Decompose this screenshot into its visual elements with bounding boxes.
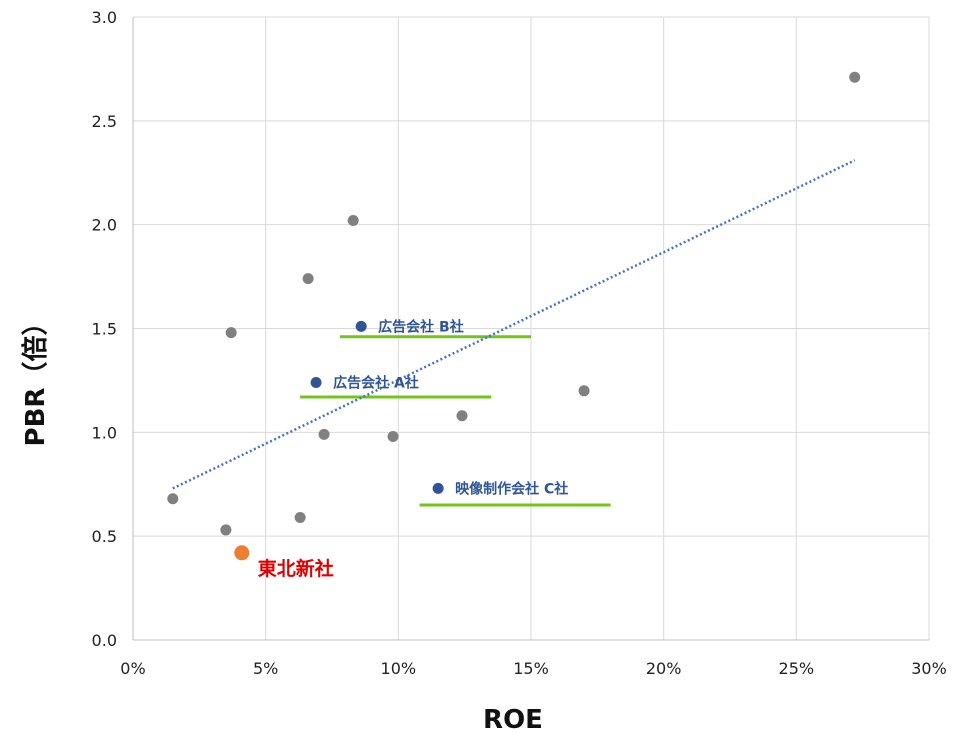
y-tick-label: 1.0 — [92, 423, 117, 442]
x-tick-label: 25% — [779, 659, 815, 678]
x-tick-label: 0% — [120, 659, 145, 678]
y-tick-label: 0.5 — [92, 527, 117, 546]
x-tick-label: 10% — [381, 659, 417, 678]
y-tick-label: 2.0 — [92, 216, 117, 235]
labeled-point — [310, 376, 322, 388]
scatter-point — [225, 327, 237, 339]
point-label: 広告会社 A社 — [333, 374, 419, 391]
y-tick-label: 0.0 — [92, 631, 117, 650]
scatter-point — [167, 493, 179, 505]
y-axis-title: PBR（倍） — [20, 310, 51, 447]
point-label: 映像制作会社 C社 — [455, 480, 568, 497]
scatter-point — [347, 215, 359, 227]
x-tick-label: 15% — [513, 659, 549, 678]
scatter-point — [849, 71, 861, 83]
y-tick-label: 3.0 — [92, 8, 117, 27]
x-axis-title: ROE — [483, 705, 543, 732]
x-tick-label: 5% — [253, 659, 278, 678]
x-tick-label: 20% — [646, 659, 682, 678]
range-bars — [300, 335, 611, 507]
gridlines — [133, 16, 930, 640]
x-tick-label: 30% — [911, 659, 947, 678]
labeled-point — [432, 482, 444, 494]
highlight-point — [234, 545, 250, 561]
scatter-point — [294, 511, 306, 523]
trendline-layer — [172, 159, 856, 490]
y-tick-label: 2.5 — [92, 112, 117, 131]
highlight-label: 東北新社 — [258, 557, 334, 580]
point-label: 広告会社 B社 — [378, 318, 464, 335]
scatter-point — [318, 428, 330, 440]
scatter-point — [302, 273, 314, 285]
scatter-point — [387, 430, 399, 442]
scatter-point — [456, 410, 468, 422]
scatter-point — [578, 385, 590, 397]
data-points — [167, 71, 861, 561]
trendline — [172, 159, 856, 490]
tick-labels: 0% 5% 10% 15% 20% 25% 30% 0.0 0.5 1.0 1.5 2.0 2.5 3.0 — [92, 8, 947, 678]
y-tick-label: 1.5 — [92, 320, 117, 339]
labeled-point — [355, 320, 367, 332]
scatter-point — [220, 524, 232, 536]
axes — [132, 17, 929, 641]
